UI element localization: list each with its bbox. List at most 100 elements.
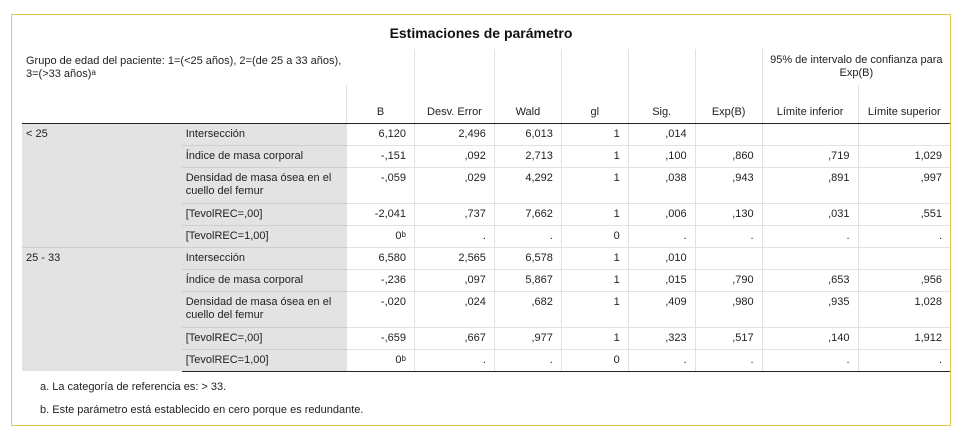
row-label: [TevolREC=,00] <box>181 203 347 226</box>
row-label: Índice de masa corporal <box>181 269 347 292</box>
cell-gl: 1 <box>561 167 629 204</box>
cell-wald: ,977 <box>494 327 562 350</box>
table-title: Estimaciones de parámetro <box>389 25 573 41</box>
cell-expb-value: . <box>750 229 754 242</box>
cell-b: 0b <box>346 225 415 248</box>
cell-expb: ,517 <box>695 327 763 350</box>
cell-b-value: 6,120 <box>378 127 406 140</box>
cell-gl: 0 <box>561 349 629 372</box>
cell-b-value: -,236 <box>380 273 406 286</box>
cell-gl-value: 1 <box>613 207 620 220</box>
cell-upper-limit-value: 1,028 <box>914 295 942 308</box>
cell-sig: ,323 <box>628 327 696 350</box>
cell-sig: . <box>628 349 696 372</box>
cell-expb-value: ,860 <box>732 149 754 162</box>
cell-std-error-value: ,024 <box>464 295 486 308</box>
cell-gl-value: 1 <box>613 149 620 162</box>
table-row: [TevolREC=,00] -2,041 ,737 7,662 1 ,006 ,130 ,0… <box>22 203 950 226</box>
cell-lower-limit <box>762 122 859 146</box>
cell-std-error: . <box>414 225 495 248</box>
cell-b-value: 6,580 <box>378 251 406 264</box>
cell-wald: . <box>494 349 562 372</box>
cell-std-error: ,092 <box>414 145 495 168</box>
cell-b-value: 0 <box>395 229 402 242</box>
cell-expb-value: ,130 <box>732 207 754 220</box>
cell-std-error-value: ,097 <box>464 273 486 286</box>
cell-upper-limit-value: ,956 <box>920 273 942 286</box>
cell-gl-value: 1 <box>613 273 620 286</box>
cell-gl: 1 <box>561 291 629 328</box>
cell-upper-limit: 1,912 <box>858 327 950 350</box>
cell-sig-value: ,006 <box>665 207 687 220</box>
cell-upper-limit: . <box>858 225 950 248</box>
cell-b: 6,580 <box>346 246 415 270</box>
cell-upper-limit: ,997 <box>858 167 950 204</box>
table-row: Índice de masa corporal -,151 ,092 2,713 1 ,1… <box>22 145 950 168</box>
cell-lower-limit: . <box>762 349 859 372</box>
group-header: Grupo de edad del paciente: 1=(<25 años)… <box>22 49 347 85</box>
col-b: B <box>346 85 415 124</box>
cell-sig-value: ,409 <box>665 295 687 308</box>
cell-expb <box>695 246 763 270</box>
cell-sig: ,100 <box>628 145 696 168</box>
parameter-estimates-panel: Estimaciones de parámetro Grupo de edad … <box>11 14 951 426</box>
cell-wald-value: 6,013 <box>525 127 553 140</box>
ci-header: 95% de intervalo de confianza para Exp(B… <box>770 54 943 79</box>
footnote-b: b. Este parámetro está establecido en ce… <box>40 404 364 416</box>
cell-b: -,059 <box>346 167 415 204</box>
cell-lower-limit-value: . <box>846 353 850 366</box>
cell-sig-value: ,010 <box>665 251 687 264</box>
cell-expb-value: ,790 <box>732 273 754 286</box>
cell-upper-limit: ,956 <box>858 269 950 292</box>
cell-std-error-value: ,737 <box>464 207 486 220</box>
cell-lower-limit-value: ,031 <box>828 207 850 220</box>
cell-expb-value: . <box>750 353 754 366</box>
cell-std-error: 2,565 <box>414 246 495 270</box>
cell-wald: 2,713 <box>494 145 562 168</box>
cell-expb-value: ,517 <box>732 331 754 344</box>
cell-lower-limit: ,140 <box>762 327 859 350</box>
group-header-superscript: a <box>91 68 96 77</box>
table-row: [TevolREC=,00] -,659 ,667 ,977 1 ,323 ,517 ,140… <box>22 327 950 350</box>
col-sig: Sig. <box>628 85 696 124</box>
cell-lower-limit: ,891 <box>762 167 859 204</box>
cell-gl: 1 <box>561 327 629 350</box>
cell-sig: . <box>628 225 696 248</box>
cell-wald: ,682 <box>494 291 562 328</box>
row-label: [TevolREC=,00] <box>181 327 347 350</box>
cell-lower-limit: ,653 <box>762 269 859 292</box>
group-label: < 25 <box>22 122 182 247</box>
cell-lower-limit: ,031 <box>762 203 859 226</box>
cell-gl: 0 <box>561 225 629 248</box>
cell-upper-limit <box>858 122 950 146</box>
cell-std-error-value: 2,496 <box>458 127 486 140</box>
cell-std-error-value: ,029 <box>464 171 486 184</box>
table-row: [TevolREC=1,00] 0b.. 0.... <box>22 225 950 248</box>
cell-expb: ,860 <box>695 145 763 168</box>
cell-wald-value: . <box>549 229 553 242</box>
cell-sig: ,006 <box>628 203 696 226</box>
cell-std-error: ,097 <box>414 269 495 292</box>
cell-wald-value: 5,867 <box>525 273 553 286</box>
cell-gl-value: 1 <box>613 127 620 140</box>
cell-sig: ,038 <box>628 167 696 204</box>
cell-upper-limit: ,551 <box>858 203 950 226</box>
cell-sig-value: . <box>683 229 687 242</box>
cell-sig-value: ,100 <box>665 149 687 162</box>
cell-upper-limit-value: ,997 <box>920 171 942 184</box>
cell-std-error: ,024 <box>414 291 495 328</box>
cell-lower-limit-value: . <box>846 229 850 242</box>
cell-std-error: ,029 <box>414 167 495 204</box>
cell-b-value: -,151 <box>380 149 406 162</box>
cell-lower-limit: . <box>762 225 859 248</box>
cell-sig: ,409 <box>628 291 696 328</box>
row-label: Intersección <box>181 246 347 270</box>
footnote-marker: b <box>401 353 406 363</box>
cell-std-error-value: ,092 <box>464 149 486 162</box>
col-gl: gl <box>561 85 629 124</box>
cell-wald-value: . <box>549 353 553 366</box>
cell-sig-value: ,015 <box>665 273 687 286</box>
cell-b: -2,041 <box>346 203 415 226</box>
cell-b: -,236 <box>346 269 415 292</box>
footnote-a: a. La categoría de referencia es: > 33. <box>40 381 227 393</box>
